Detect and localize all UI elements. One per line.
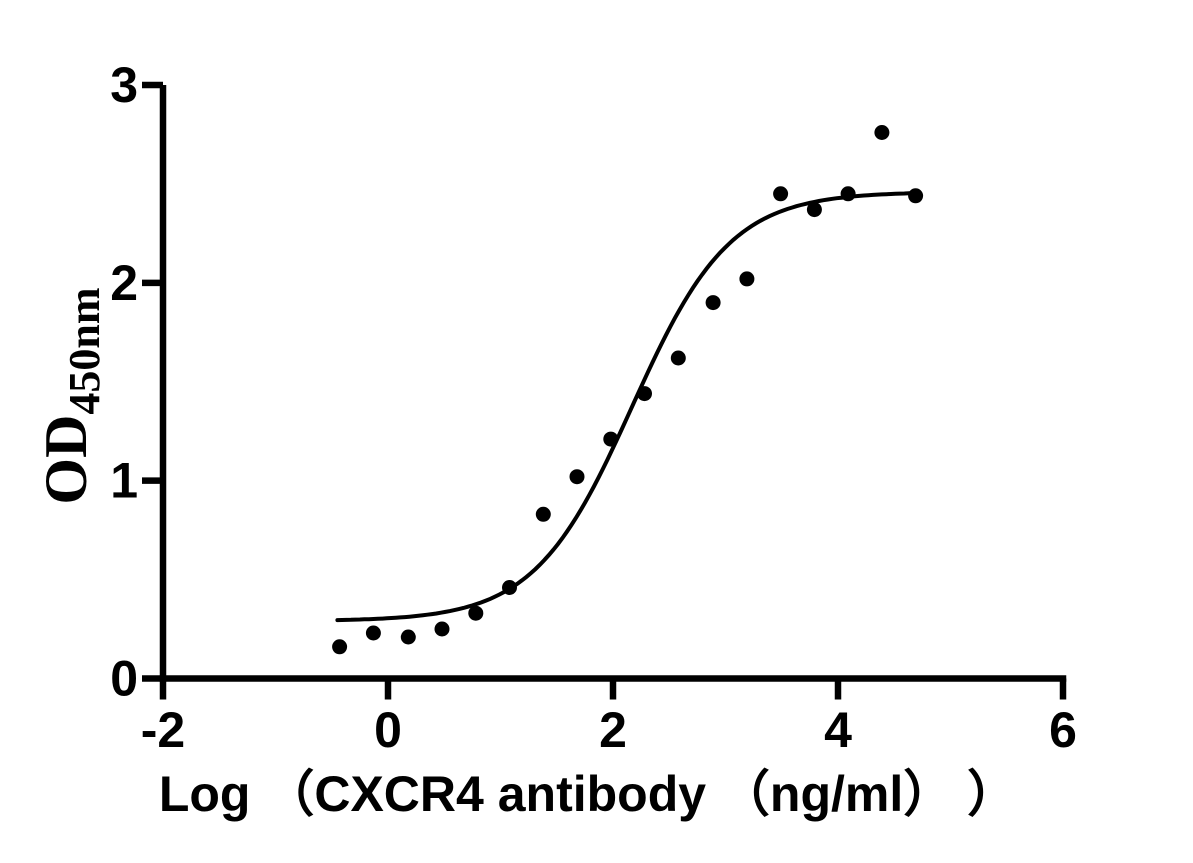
data-point	[670, 350, 686, 366]
y-tick-label: 0	[110, 651, 138, 707]
y-axis-title-subscript: 450nm	[60, 287, 109, 414]
fit-curve	[335, 191, 916, 623]
data-point	[739, 271, 755, 287]
data-point	[806, 202, 822, 218]
y-tick-label: 1	[110, 453, 138, 509]
data-point	[400, 629, 416, 645]
data-point	[773, 186, 789, 202]
data-point	[535, 506, 551, 522]
x-tick-label: 2	[599, 702, 627, 758]
data-point	[434, 621, 450, 637]
data-point	[840, 186, 856, 202]
data-point	[874, 125, 890, 140]
data-point	[908, 188, 924, 204]
y-axis-title: OD450nm	[33, 287, 109, 504]
data-point	[332, 639, 348, 655]
data-point	[365, 625, 381, 641]
data-point	[637, 386, 652, 402]
x-tick-label: 0	[374, 702, 402, 758]
x-tick-label: -2	[141, 702, 185, 758]
data-point	[569, 469, 585, 485]
data-point	[502, 580, 517, 595]
data-point	[603, 431, 619, 447]
data-point	[705, 295, 721, 311]
x-tick-label: 6	[1049, 702, 1077, 758]
y-tick-label: 2	[110, 255, 138, 311]
x-axis-title: Log （CXCR4 antibody （ng/ml） ）	[159, 766, 1017, 822]
x-tick-label: 4	[824, 702, 852, 758]
data-point	[468, 605, 484, 621]
y-tick-label: 3	[110, 57, 138, 113]
y-axis-title-base: OD	[33, 415, 99, 505]
